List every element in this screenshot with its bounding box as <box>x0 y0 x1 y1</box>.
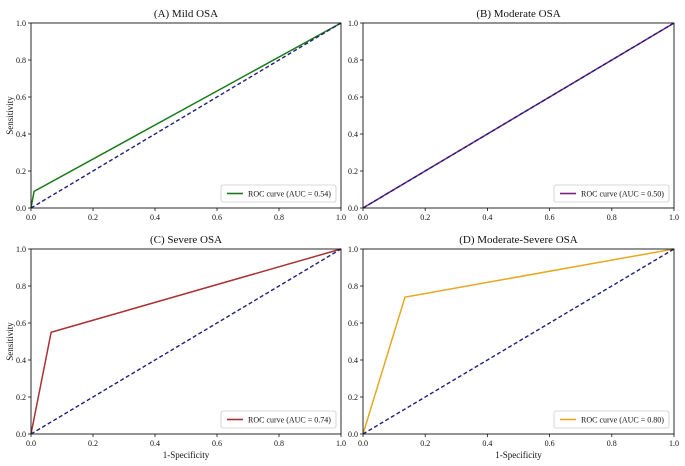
roc-curve-line <box>30 248 342 435</box>
y-tick-label: 0.8 <box>348 282 358 291</box>
plot-frame <box>362 248 675 435</box>
y-tick-label: 1.0 <box>348 245 358 254</box>
panel-severe: (C) Severe OSA 0.0 0.2 0.4 0.6 0.8 1.0 0.0 0.2 0.… <box>5 234 346 460</box>
x-tick-label: 0.8 <box>274 439 284 448</box>
y-tick-label: 0.0 <box>348 204 358 213</box>
x-tick-label: 1.0 <box>336 439 346 448</box>
legend: ROC curve (AUC = 0.54) <box>220 184 337 203</box>
panel-modsevere: (D) Moderate-Severe OSA 0.0 0.2 0.4 0.6 0.8 1.… <box>348 234 679 460</box>
y-tick-label: 1.0 <box>16 245 26 254</box>
x-tick-label: 0.0 <box>26 213 36 222</box>
y-tick-label: 0.8 <box>16 56 26 65</box>
y-tick-label: 0.6 <box>348 319 358 328</box>
x-tick-label: 0.2 <box>420 439 430 448</box>
x-tick-label: 0.8 <box>274 213 284 222</box>
roc-curve-line <box>362 248 675 435</box>
x-tick-label: 0.6 <box>545 439 555 448</box>
x-axis-label: 1-Specificity <box>495 450 542 460</box>
x-tick-label: 0.4 <box>150 439 160 448</box>
legend: ROC curve (AUC = 0.50) <box>553 184 670 203</box>
panel-title: (D) Moderate-Severe OSA <box>459 234 578 246</box>
x-tick-label: 0.2 <box>88 439 98 448</box>
x-tick-label: 0.2 <box>420 213 430 222</box>
x-tick-label: 0.0 <box>358 439 368 448</box>
legend-box <box>220 410 337 429</box>
x-tick-label: 0.2 <box>88 213 98 222</box>
legend-box <box>553 410 670 429</box>
x-tick-label: 1.0 <box>669 439 679 448</box>
roc-curve-line <box>30 22 342 209</box>
y-tick-label: 0.2 <box>348 167 358 176</box>
x-tick-label: 0.8 <box>607 213 617 222</box>
chance-line <box>30 22 342 209</box>
x-tick-label: 1.0 <box>669 213 679 222</box>
plot-frame <box>30 248 342 435</box>
y-tick-label: 0.0 <box>16 430 26 439</box>
chance-line <box>362 22 675 209</box>
y-tick-label: 0.6 <box>348 93 358 102</box>
legend: ROC curve (AUC = 0.80) <box>553 410 670 429</box>
y-tick-label: 0.2 <box>348 393 358 402</box>
legend-label: ROC curve (AUC = 0.80) <box>581 416 664 425</box>
y-tick-label: 0.8 <box>348 56 358 65</box>
x-tick-label: 0.4 <box>482 213 492 222</box>
x-tick-label: 0.8 <box>607 439 617 448</box>
panel-moderate: (B) Moderate OSA 0.0 0.2 0.4 0.6 0.8 1.0 0.0 0.2… <box>348 8 679 222</box>
y-tick-label: 0.4 <box>348 130 358 139</box>
y-tick-label: 1.0 <box>16 19 26 28</box>
y-tick-label: 0.6 <box>16 319 26 328</box>
legend-label: ROC curve (AUC = 0.54) <box>248 190 331 199</box>
chance-line <box>30 248 342 435</box>
plot-frame <box>30 22 342 209</box>
y-tick-label: 0.2 <box>16 393 26 402</box>
legend-box <box>553 184 670 203</box>
x-tick-label: 0.0 <box>358 213 368 222</box>
y-tick-label: 0.0 <box>16 204 26 213</box>
chance-line <box>362 248 675 435</box>
y-tick-label: 0.8 <box>16 282 26 291</box>
legend-label: ROC curve (AUC = 0.50) <box>581 190 664 199</box>
y-tick-label: 0.2 <box>16 167 26 176</box>
y-tick-label: 0.0 <box>348 430 358 439</box>
y-tick-label: 0.4 <box>348 356 358 365</box>
x-tick-label: 0.4 <box>150 213 160 222</box>
panel-title: (B) Moderate OSA <box>476 8 560 20</box>
plot-frame <box>362 22 675 209</box>
x-tick-label: 0.6 <box>545 213 555 222</box>
x-tick-label: 0.0 <box>26 439 36 448</box>
y-axis-label: Sensitivity <box>5 96 15 135</box>
panel-title: (C) Severe OSA <box>150 234 222 246</box>
legend-box <box>220 184 337 203</box>
y-tick-label: 1.0 <box>348 19 358 28</box>
x-tick-label: 0.6 <box>212 439 222 448</box>
y-tick-label: 0.6 <box>16 93 26 102</box>
x-tick-label: 0.4 <box>482 439 492 448</box>
x-tick-label: 0.6 <box>212 213 222 222</box>
x-axis-label: 1-Specificity <box>163 450 210 460</box>
y-tick-label: 0.4 <box>16 130 26 139</box>
y-axis-label: Sensitivity <box>5 322 15 361</box>
legend-label: ROC curve (AUC = 0.74) <box>248 416 331 425</box>
x-tick-label: 1.0 <box>336 213 346 222</box>
y-tick-label: 0.4 <box>16 356 26 365</box>
legend: ROC curve (AUC = 0.74) <box>220 410 337 429</box>
panel-title: (A) Mild OSA <box>154 8 218 20</box>
panel-mild: (A) Mild OSA 0.0 0.2 0.4 0.6 0.8 1.0 0.0 0.2 0.4 0… <box>5 8 346 222</box>
